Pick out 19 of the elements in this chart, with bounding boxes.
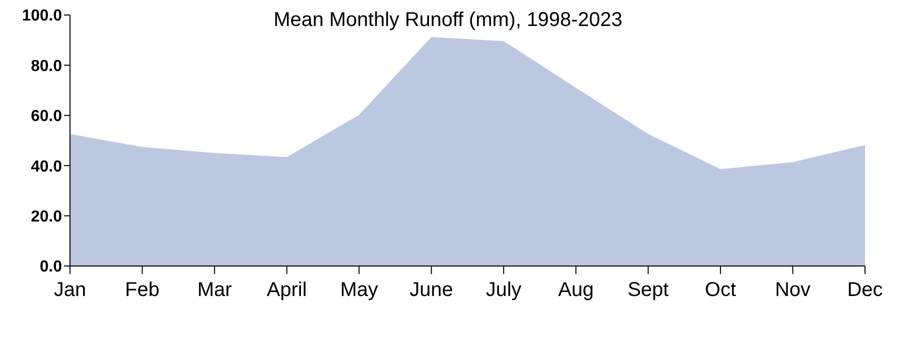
x-tick-label: Sept — [628, 279, 670, 302]
x-tick-label: Nov — [774, 279, 811, 302]
x-tick-label: June — [410, 279, 454, 302]
x-tick-label: Aug — [558, 279, 594, 302]
chart-title: Mean Monthly Runoff (mm), 1998-2023 — [274, 9, 622, 31]
y-tick-label: 20.0 — [30, 208, 62, 226]
x-tick-label: Oct — [704, 279, 736, 302]
y-tick-label: 40.0 — [30, 158, 62, 176]
x-tick-label: Dec — [847, 279, 883, 302]
y-tick-label: 60.0 — [30, 108, 62, 126]
x-tick-label: Mar — [197, 279, 232, 302]
x-tick-label: Feb — [125, 279, 160, 302]
x-tick-label: July — [486, 279, 522, 302]
x-tick-label: April — [266, 279, 307, 302]
x-tick-label: Jan — [54, 279, 86, 302]
x-tick-label: May — [340, 279, 378, 302]
y-tick-label: 0.0 — [40, 258, 62, 276]
y-tick-label: 100.0 — [22, 8, 62, 25]
y-tick-label: 80.0 — [30, 58, 62, 75]
